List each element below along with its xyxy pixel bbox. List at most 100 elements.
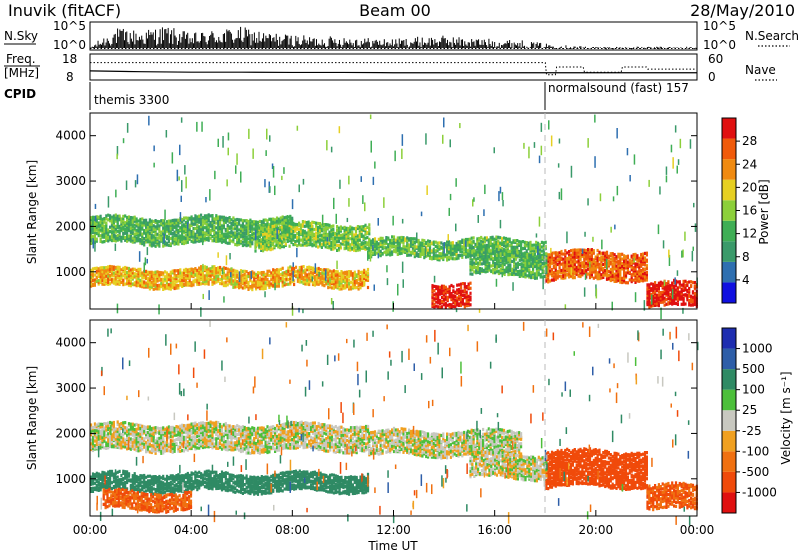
heat-cell xyxy=(463,241,466,245)
heat-cell xyxy=(190,274,193,278)
heat-cell xyxy=(143,276,146,280)
heat-cell xyxy=(318,224,322,228)
heat-cell xyxy=(109,230,112,234)
heat-cell xyxy=(207,282,210,286)
heat-cell xyxy=(114,237,117,241)
heat-cell xyxy=(585,261,588,265)
heat-cell xyxy=(213,232,216,237)
heat-cell xyxy=(222,266,225,270)
heat-cell xyxy=(97,271,100,275)
heat-cell xyxy=(302,280,305,284)
heat-cell xyxy=(162,219,165,223)
heat-cell xyxy=(291,266,294,270)
heat-cell xyxy=(249,273,252,277)
heat-cell xyxy=(175,274,178,278)
heat-cell xyxy=(626,281,629,285)
heat-cell xyxy=(320,233,323,237)
heat-cell xyxy=(217,239,220,243)
heat-cell xyxy=(182,227,186,231)
heat-cell xyxy=(432,240,435,244)
heat-cell xyxy=(351,230,354,235)
heat-cell xyxy=(583,267,586,271)
heat-cell xyxy=(417,245,420,249)
heat-cell xyxy=(529,240,532,244)
heat-cell xyxy=(255,285,258,289)
heat-cell xyxy=(343,247,346,251)
heat-cell xyxy=(207,233,210,237)
heat-cell xyxy=(171,231,174,235)
heat-cell xyxy=(413,237,416,241)
heat-cell xyxy=(131,267,134,271)
heat-cell xyxy=(525,244,528,248)
heat-cell xyxy=(575,248,578,252)
heat-cell xyxy=(302,277,305,281)
heat-cell xyxy=(485,236,488,240)
heat-cell xyxy=(167,273,170,277)
heat-cell xyxy=(296,273,299,277)
heat-cell xyxy=(245,237,248,241)
heat-cell xyxy=(201,227,205,231)
heat-cell xyxy=(324,235,327,240)
heat-cell xyxy=(359,274,362,278)
heat-cell xyxy=(299,238,303,242)
heat-cell xyxy=(305,243,308,247)
heat-cell xyxy=(273,224,276,228)
heat-cell xyxy=(444,305,447,309)
heat-cell xyxy=(579,254,582,258)
heat-cell xyxy=(181,240,184,244)
heat-cell xyxy=(289,277,292,281)
heat-cell xyxy=(329,281,332,285)
heat-cell xyxy=(265,232,268,236)
heat-cell xyxy=(251,229,254,234)
heat-cell xyxy=(480,239,483,243)
heat-cell xyxy=(448,305,451,309)
heat-cell xyxy=(232,238,235,242)
heat-cell xyxy=(198,219,201,223)
heat-cell xyxy=(468,240,471,244)
heat-cell xyxy=(133,223,136,227)
heat-cell xyxy=(238,235,241,239)
heat-cell xyxy=(472,245,475,250)
heat-cell xyxy=(217,270,220,274)
heat-cell xyxy=(209,236,212,240)
heat-cell xyxy=(219,265,222,270)
heat-cell xyxy=(300,276,303,280)
heat-cell xyxy=(203,216,206,221)
heat-cell xyxy=(137,278,140,282)
heat-cell xyxy=(558,257,561,261)
heat-cell xyxy=(299,229,303,233)
heat-cell xyxy=(327,286,330,290)
heat-cell xyxy=(661,300,664,304)
heat-cell xyxy=(110,274,114,278)
heat-cell xyxy=(347,242,350,246)
heat-cell xyxy=(353,285,356,289)
heat-cell xyxy=(249,218,252,222)
heat-cell xyxy=(363,270,366,274)
heat-cell xyxy=(101,235,104,239)
heat-cell xyxy=(211,239,214,243)
heat-cell xyxy=(137,267,140,271)
heat-cell xyxy=(201,230,205,234)
heat-cell xyxy=(120,235,123,239)
heat-cell xyxy=(133,232,136,236)
heat-cell xyxy=(182,216,186,220)
heat-cell xyxy=(455,249,458,253)
heat-cell xyxy=(396,242,399,246)
heat-cell xyxy=(550,251,554,255)
heat-cell xyxy=(205,279,208,283)
heat-cell xyxy=(177,242,180,246)
heat-cell xyxy=(531,243,534,247)
heat-cell xyxy=(137,276,140,280)
heat-cell xyxy=(338,283,341,287)
heat-cell xyxy=(419,241,422,245)
heat-cell xyxy=(357,271,360,276)
heat-cell xyxy=(137,233,140,237)
heat-cell xyxy=(391,235,394,239)
heat-cell xyxy=(621,261,624,265)
heat-cell xyxy=(260,273,263,277)
heat-cell xyxy=(464,248,468,252)
heat-cell xyxy=(160,273,163,277)
heat-cell xyxy=(540,249,543,253)
heat-cell xyxy=(459,298,463,302)
heat-cell xyxy=(277,276,280,280)
